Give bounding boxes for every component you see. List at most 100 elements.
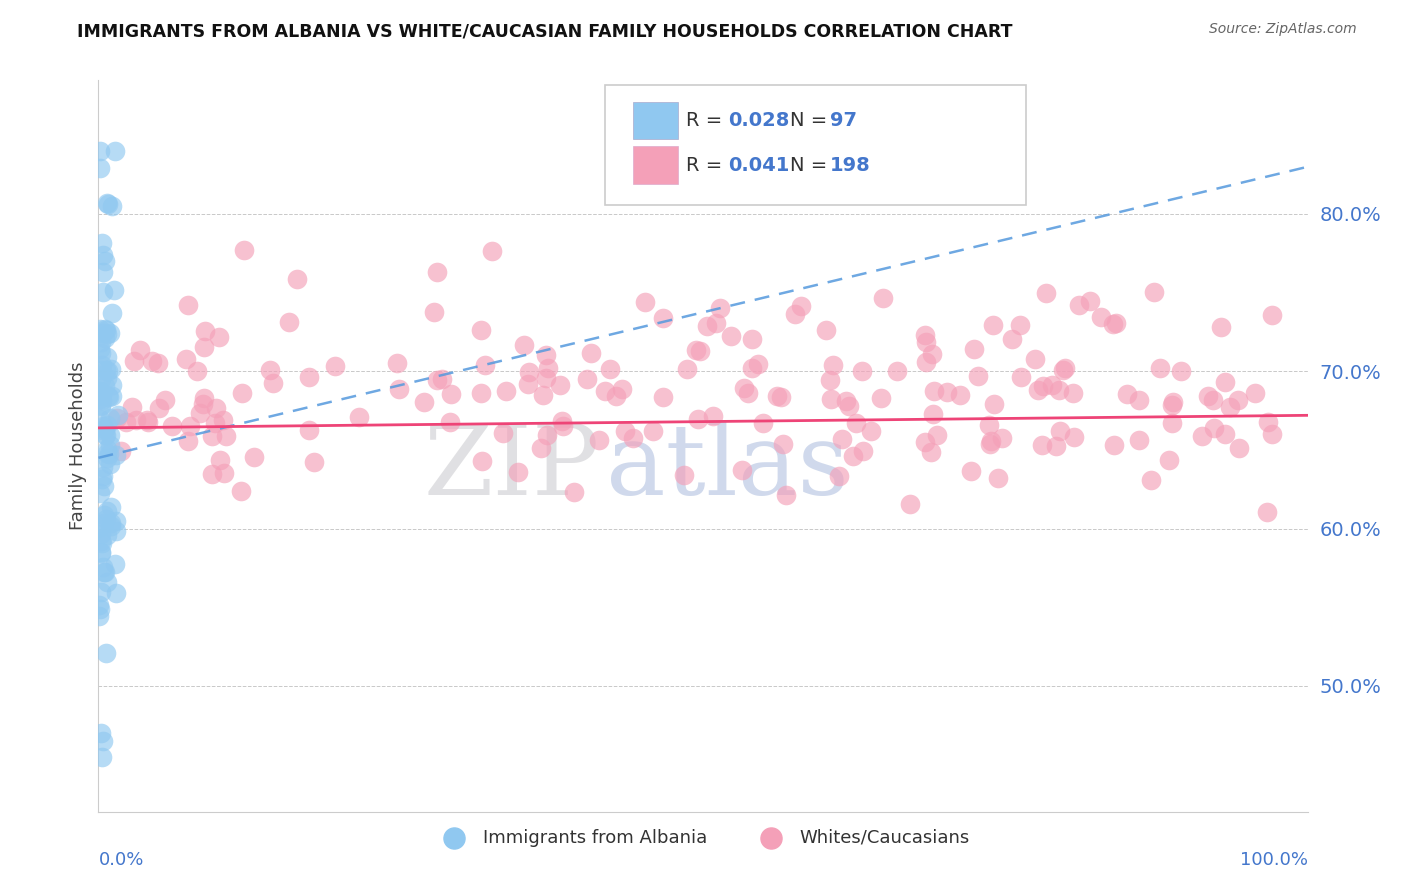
- Point: [96, 503, 118, 517]
- Point: [93, 418, 115, 433]
- Point: [277, 315, 299, 329]
- Point: [96, 575, 118, 590]
- Point: [91, 236, 114, 251]
- Point: [204, 401, 226, 415]
- Point: [103, 283, 125, 297]
- Point: [179, 418, 201, 433]
- Point: [91, 386, 114, 401]
- Point: [765, 389, 787, 403]
- Point: [828, 468, 851, 483]
- Point: [100, 306, 122, 320]
- Text: N =: N =: [790, 155, 834, 175]
- Point: [138, 415, 160, 429]
- Point: [90, 544, 112, 558]
- Point: [91, 472, 114, 486]
- Text: R =: R =: [686, 155, 728, 175]
- Point: [98, 438, 121, 452]
- Point: [231, 385, 253, 400]
- Point: [98, 326, 121, 341]
- Point: [208, 330, 231, 344]
- Point: [96, 350, 118, 364]
- Point: [513, 338, 536, 352]
- Point: [101, 389, 124, 403]
- Point: [285, 272, 308, 286]
- Point: [1052, 363, 1074, 377]
- Point: [991, 431, 1014, 445]
- Point: [89, 384, 111, 399]
- Point: [439, 387, 461, 401]
- Text: 0.0%: 0.0%: [98, 851, 143, 869]
- Point: [1213, 427, 1236, 442]
- Point: [1062, 385, 1084, 400]
- Point: [915, 334, 938, 349]
- Point: [208, 453, 231, 467]
- Point: [104, 586, 127, 600]
- Point: [814, 323, 837, 337]
- Legend: Immigrants from Albania, Whites/Caucasians: Immigrants from Albania, Whites/Caucasia…: [429, 822, 977, 854]
- Point: [536, 427, 558, 442]
- Point: [741, 332, 763, 346]
- Point: [1191, 428, 1213, 442]
- Text: N =: N =: [790, 111, 834, 130]
- Point: [201, 428, 224, 442]
- Point: [100, 362, 122, 376]
- Point: [820, 392, 842, 406]
- Point: [177, 297, 200, 311]
- Point: [94, 363, 117, 377]
- Point: [733, 381, 755, 395]
- Point: [790, 299, 813, 313]
- Point: [94, 253, 117, 268]
- Text: IMMIGRANTS FROM ALBANIA VS WHITE/CAUCASIAN FAMILY HOUSEHOLDS CORRELATION CHART: IMMIGRANTS FROM ALBANIA VS WHITE/CAUCASI…: [77, 22, 1012, 40]
- Point: [193, 391, 215, 405]
- Point: [1001, 332, 1024, 346]
- Point: [980, 434, 1002, 448]
- Point: [93, 479, 115, 493]
- Point: [174, 352, 197, 367]
- Point: [243, 450, 266, 465]
- Point: [94, 379, 117, 393]
- Point: [91, 326, 114, 340]
- Point: [1128, 433, 1150, 447]
- Point: [915, 355, 938, 369]
- Point: [94, 331, 117, 345]
- Point: [90, 584, 112, 599]
- Point: [194, 324, 217, 338]
- Point: [1257, 415, 1279, 429]
- Point: [89, 161, 111, 175]
- Point: [129, 343, 152, 357]
- Point: [91, 384, 114, 399]
- Point: [91, 469, 114, 483]
- Point: [1227, 441, 1250, 455]
- Text: 198: 198: [830, 155, 870, 175]
- Point: [720, 329, 742, 343]
- Point: [91, 749, 114, 764]
- Point: [89, 526, 111, 541]
- Point: [231, 484, 253, 499]
- Point: [439, 415, 461, 429]
- Point: [537, 360, 560, 375]
- Point: [90, 726, 112, 740]
- Point: [96, 646, 118, 660]
- Point: [634, 295, 657, 310]
- Point: [91, 248, 114, 262]
- Point: [1031, 438, 1053, 452]
- Point: [91, 424, 114, 438]
- Point: [1010, 370, 1032, 384]
- Point: [96, 528, 118, 542]
- Point: [96, 370, 118, 384]
- Point: [474, 359, 496, 373]
- Point: [89, 412, 111, 426]
- Point: [104, 558, 127, 572]
- Point: [104, 514, 127, 528]
- Point: [97, 363, 120, 377]
- Point: [752, 417, 775, 431]
- Point: [204, 416, 226, 430]
- Point: [921, 407, 943, 421]
- Point: [87, 392, 110, 406]
- Point: [90, 363, 112, 377]
- Point: [1213, 375, 1236, 389]
- Point: [98, 458, 121, 472]
- Text: 0.028: 0.028: [728, 111, 790, 130]
- Point: [432, 372, 454, 386]
- Point: [621, 431, 644, 445]
